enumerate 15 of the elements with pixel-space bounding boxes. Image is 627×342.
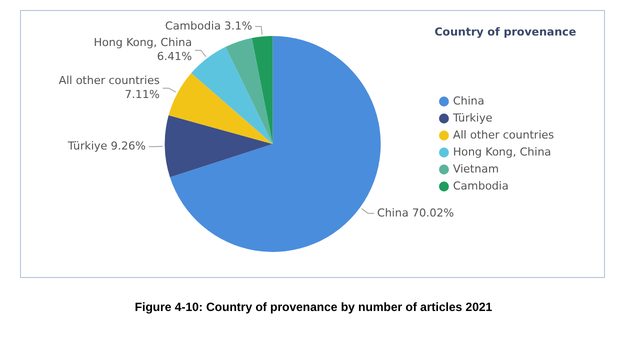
- legend-label: Cambodia: [452, 179, 509, 192]
- text: Figure 4-10: Country of provenance by number of articles 2021: [134, 300, 494, 314]
- legend-label: Vietnam: [452, 162, 499, 176]
- slice-label: Hong Kong, China: [94, 36, 192, 50]
- legend-label: Hong Kong, China: [452, 145, 552, 158]
- category-label: Türkiye 9.26%: [68, 139, 146, 152]
- legend-label: All other countries: [452, 128, 554, 142]
- category-label: Cambodia 3.1%: [165, 19, 252, 32]
- data-label: 6.41%: [157, 50, 192, 64]
- category-label: China 70.02%: [377, 206, 454, 220]
- data-label: 7.11%: [124, 88, 160, 102]
- slice-label: All other countries: [58, 74, 160, 88]
- legend-title: Country of provenance: [434, 25, 576, 38]
- legend-label: Türkiye: [452, 111, 493, 124]
- legend-label: China: [452, 94, 484, 108]
